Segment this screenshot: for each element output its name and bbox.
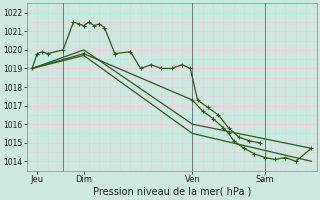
X-axis label: Pression niveau de la mer( hPa ): Pression niveau de la mer( hPa ) [92,187,251,197]
